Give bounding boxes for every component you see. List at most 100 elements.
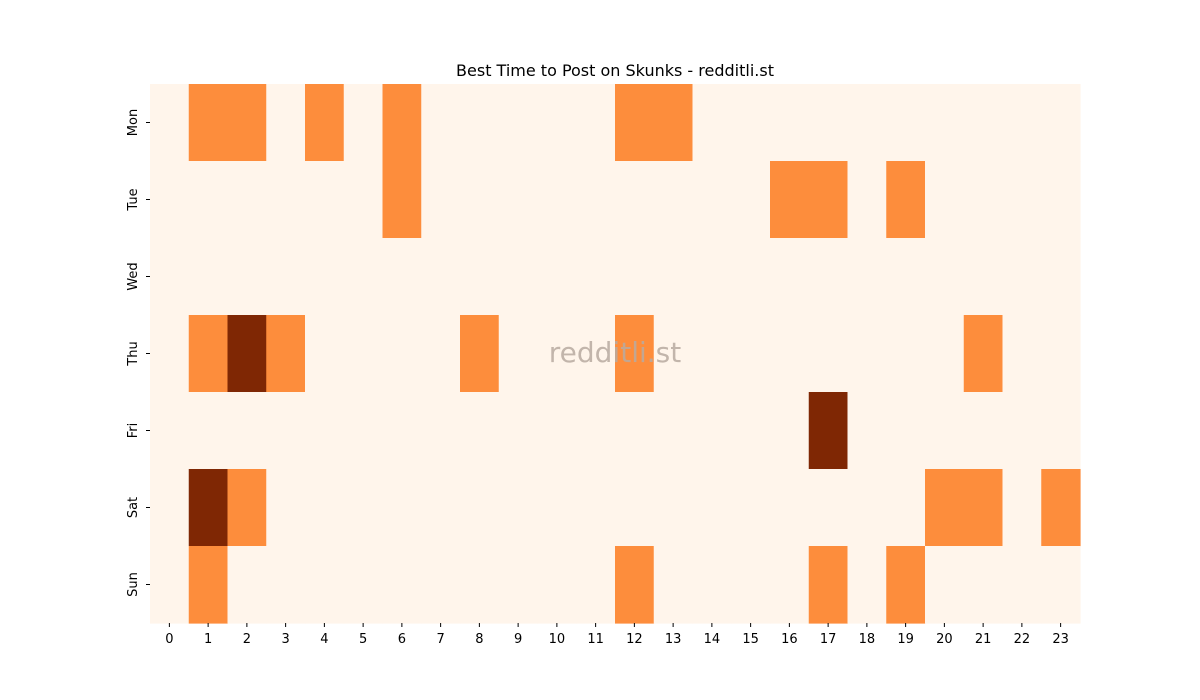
heatmap-cell-tue-22 bbox=[1002, 161, 1042, 239]
heatmap-cell-wed-10 bbox=[537, 238, 577, 316]
heatmap-cell-sun-4 bbox=[305, 546, 345, 624]
heatmap-cell-sun-14 bbox=[692, 546, 732, 624]
x-tick-label: 15 bbox=[742, 632, 759, 647]
heatmap-cell-tue-1 bbox=[188, 161, 229, 239]
heatmap-cell-thu-6 bbox=[382, 315, 422, 393]
heatmap-cell-tue-16 bbox=[770, 161, 810, 239]
heatmap-cell-thu-20 bbox=[925, 315, 965, 393]
heatmap-cell-sat-7 bbox=[421, 469, 461, 547]
heatmap-cell-tue-2 bbox=[227, 161, 267, 239]
y-tick-label-mon: Mon bbox=[126, 109, 141, 136]
heatmap-cells bbox=[150, 84, 1081, 624]
x-tick-label: 3 bbox=[281, 632, 289, 647]
heatmap-cell-thu-22 bbox=[1002, 315, 1042, 393]
heatmap-cell-sun-21 bbox=[963, 546, 1004, 624]
heatmap-cell-mon-20 bbox=[925, 84, 965, 162]
heatmap-cell-sun-9 bbox=[498, 546, 539, 624]
x-tick-label: 14 bbox=[704, 632, 721, 647]
heatmap-cell-sat-15 bbox=[731, 469, 771, 547]
heatmap-cell-fri-14 bbox=[692, 392, 732, 470]
heatmap-cell-thu-9 bbox=[498, 315, 539, 393]
heatmap-cell-fri-3 bbox=[266, 392, 306, 470]
heatmap-cell-wed-21 bbox=[963, 238, 1004, 316]
heatmap-cell-fri-18 bbox=[847, 392, 887, 470]
heatmap-cell-fri-15 bbox=[731, 392, 771, 470]
x-tick-label: 17 bbox=[820, 632, 837, 647]
x-tick-label: 7 bbox=[436, 632, 444, 647]
x-tick-label: 9 bbox=[514, 632, 522, 647]
heatmap-cell-sat-11 bbox=[576, 469, 616, 547]
x-tick-label: 6 bbox=[398, 632, 406, 647]
heatmap-cell-fri-23 bbox=[1041, 392, 1081, 470]
heatmap-cell-mon-16 bbox=[770, 84, 810, 162]
x-axis: 0 1 2 3 4 5 6 7 8 9 10 11 12 13 14 15 16 17 18 19 20 21 22 23 bbox=[165, 623, 1069, 647]
chart-title: Best Time to Post on Skunks - redditli.s… bbox=[456, 61, 774, 80]
heatmap-cell-sun-8 bbox=[460, 546, 500, 624]
heatmap-cell-thu-4 bbox=[305, 315, 345, 393]
heatmap-cell-tue-5 bbox=[343, 161, 384, 239]
heatmap-cell-mon-5 bbox=[343, 84, 384, 162]
heatmap-cell-sun-7 bbox=[421, 546, 461, 624]
heatmap-cell-wed-22 bbox=[1002, 238, 1042, 316]
y-tick-label-sat: Sat bbox=[126, 497, 141, 518]
heatmap-cell-wed-4 bbox=[305, 238, 345, 316]
heatmap-cell-mon-14 bbox=[692, 84, 732, 162]
heatmap-cell-tue-6 bbox=[382, 161, 422, 239]
x-tick-label: 11 bbox=[587, 632, 604, 647]
heatmap-cell-sat-2 bbox=[227, 469, 267, 547]
heatmap-cell-tue-8 bbox=[460, 161, 500, 239]
heatmap-cell-mon-23 bbox=[1041, 84, 1081, 162]
heatmap-cell-mon-12 bbox=[615, 84, 655, 162]
heatmap-cell-thu-1 bbox=[188, 315, 229, 393]
x-tick-label: 23 bbox=[1052, 632, 1069, 647]
heatmap-cell-sun-20 bbox=[925, 546, 965, 624]
heatmap-cell-fri-19 bbox=[886, 392, 926, 470]
heatmap-cell-thu-8 bbox=[460, 315, 500, 393]
x-tick-label: 20 bbox=[936, 632, 953, 647]
heatmap-cell-sun-16 bbox=[770, 546, 810, 624]
heatmap-cell-tue-20 bbox=[925, 161, 965, 239]
heatmap-cell-tue-21 bbox=[963, 161, 1004, 239]
x-tick-label: 0 bbox=[165, 632, 173, 647]
heatmap-cell-wed-18 bbox=[847, 238, 887, 316]
heatmap-cell-fri-20 bbox=[925, 392, 965, 470]
heatmap-cell-sun-6 bbox=[382, 546, 422, 624]
y-tick-label-fri: Fri bbox=[126, 423, 141, 439]
heatmap-cell-tue-13 bbox=[653, 161, 694, 239]
watermark: redditli.st bbox=[549, 336, 681, 369]
heatmap-cell-sun-11 bbox=[576, 546, 616, 624]
heatmap-cell-sat-13 bbox=[653, 469, 694, 547]
heatmap-cell-wed-20 bbox=[925, 238, 965, 316]
y-tick-label-thu: Thu bbox=[126, 341, 141, 366]
heatmap-cell-wed-2 bbox=[227, 238, 267, 316]
heatmap-cell-tue-14 bbox=[692, 161, 732, 239]
heatmap-cell-thu-21 bbox=[963, 315, 1004, 393]
x-tick-label: 13 bbox=[665, 632, 682, 647]
heatmap-cell-fri-1 bbox=[188, 392, 229, 470]
heatmap-cell-sun-5 bbox=[343, 546, 384, 624]
heatmap-cell-tue-19 bbox=[886, 161, 926, 239]
heatmap-cell-thu-23 bbox=[1041, 315, 1081, 393]
heatmap-cell-sat-19 bbox=[886, 469, 926, 547]
heatmap-cell-sun-23 bbox=[1041, 546, 1081, 624]
heatmap-cell-tue-0 bbox=[150, 161, 190, 239]
heatmap-cell-wed-3 bbox=[266, 238, 306, 316]
heatmap-cell-thu-13 bbox=[653, 315, 694, 393]
heatmap-cell-fri-9 bbox=[498, 392, 539, 470]
heatmap-cell-wed-0 bbox=[150, 238, 190, 316]
heatmap-cell-fri-11 bbox=[576, 392, 616, 470]
heatmap-cell-sun-2 bbox=[227, 546, 267, 624]
heatmap-cell-mon-7 bbox=[421, 84, 461, 162]
heatmap-cell-mon-6 bbox=[382, 84, 422, 162]
heatmap-cell-wed-19 bbox=[886, 238, 926, 316]
heatmap-cell-fri-13 bbox=[653, 392, 694, 470]
heatmap-cell-tue-12 bbox=[615, 161, 655, 239]
heatmap-cell-sun-15 bbox=[731, 546, 771, 624]
heatmap-cell-thu-7 bbox=[421, 315, 461, 393]
heatmap-cell-tue-7 bbox=[421, 161, 461, 239]
heatmap-cell-wed-15 bbox=[731, 238, 771, 316]
x-tick-label: 1 bbox=[204, 632, 212, 647]
x-tick-label: 10 bbox=[549, 632, 566, 647]
heatmap-cell-sat-20 bbox=[925, 469, 965, 547]
